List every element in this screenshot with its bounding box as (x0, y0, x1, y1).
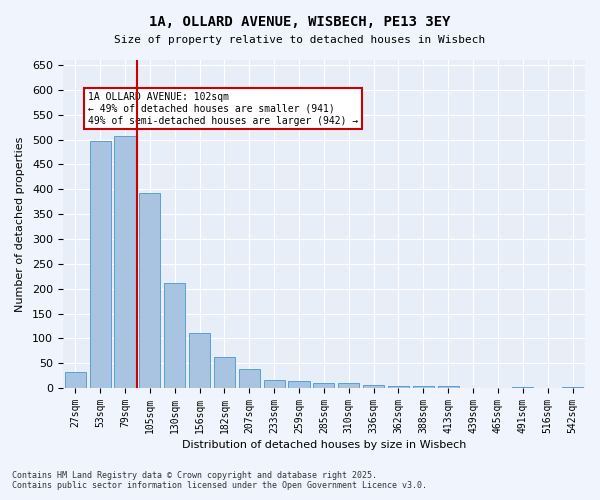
Bar (413, 386, 434, 388)
Bar (263, 380, 285, 388)
Y-axis label: Number of detached properties: Number of detached properties (15, 136, 25, 312)
Bar (313, 383, 334, 388)
Text: 1A, OLLARD AVENUE, WISBECH, PE13 3EY: 1A, OLLARD AVENUE, WISBECH, PE13 3EY (149, 15, 451, 29)
Bar (189, 334, 210, 388)
Bar (164, 282, 185, 388)
Bar (562, 386, 583, 388)
Bar (115, 136, 136, 388)
X-axis label: Distribution of detached houses by size in Wisbech: Distribution of detached houses by size … (182, 440, 466, 450)
Bar (388, 386, 409, 388)
Bar (512, 386, 533, 388)
Bar (289, 381, 310, 388)
Bar (338, 383, 359, 388)
Bar (437, 386, 459, 388)
Text: Size of property relative to detached houses in Wisbech: Size of property relative to detached ho… (115, 35, 485, 45)
Bar (65, 372, 86, 388)
Bar (239, 369, 260, 388)
Bar (89, 141, 110, 388)
Bar (214, 358, 235, 388)
Text: Contains HM Land Registry data © Crown copyright and database right 2025.
Contai: Contains HM Land Registry data © Crown c… (12, 470, 427, 490)
Bar (139, 192, 160, 388)
Text: 1A OLLARD AVENUE: 102sqm
← 49% of detached houses are smaller (941)
49% of semi-: 1A OLLARD AVENUE: 102sqm ← 49% of detach… (88, 92, 358, 126)
Bar (363, 384, 384, 388)
